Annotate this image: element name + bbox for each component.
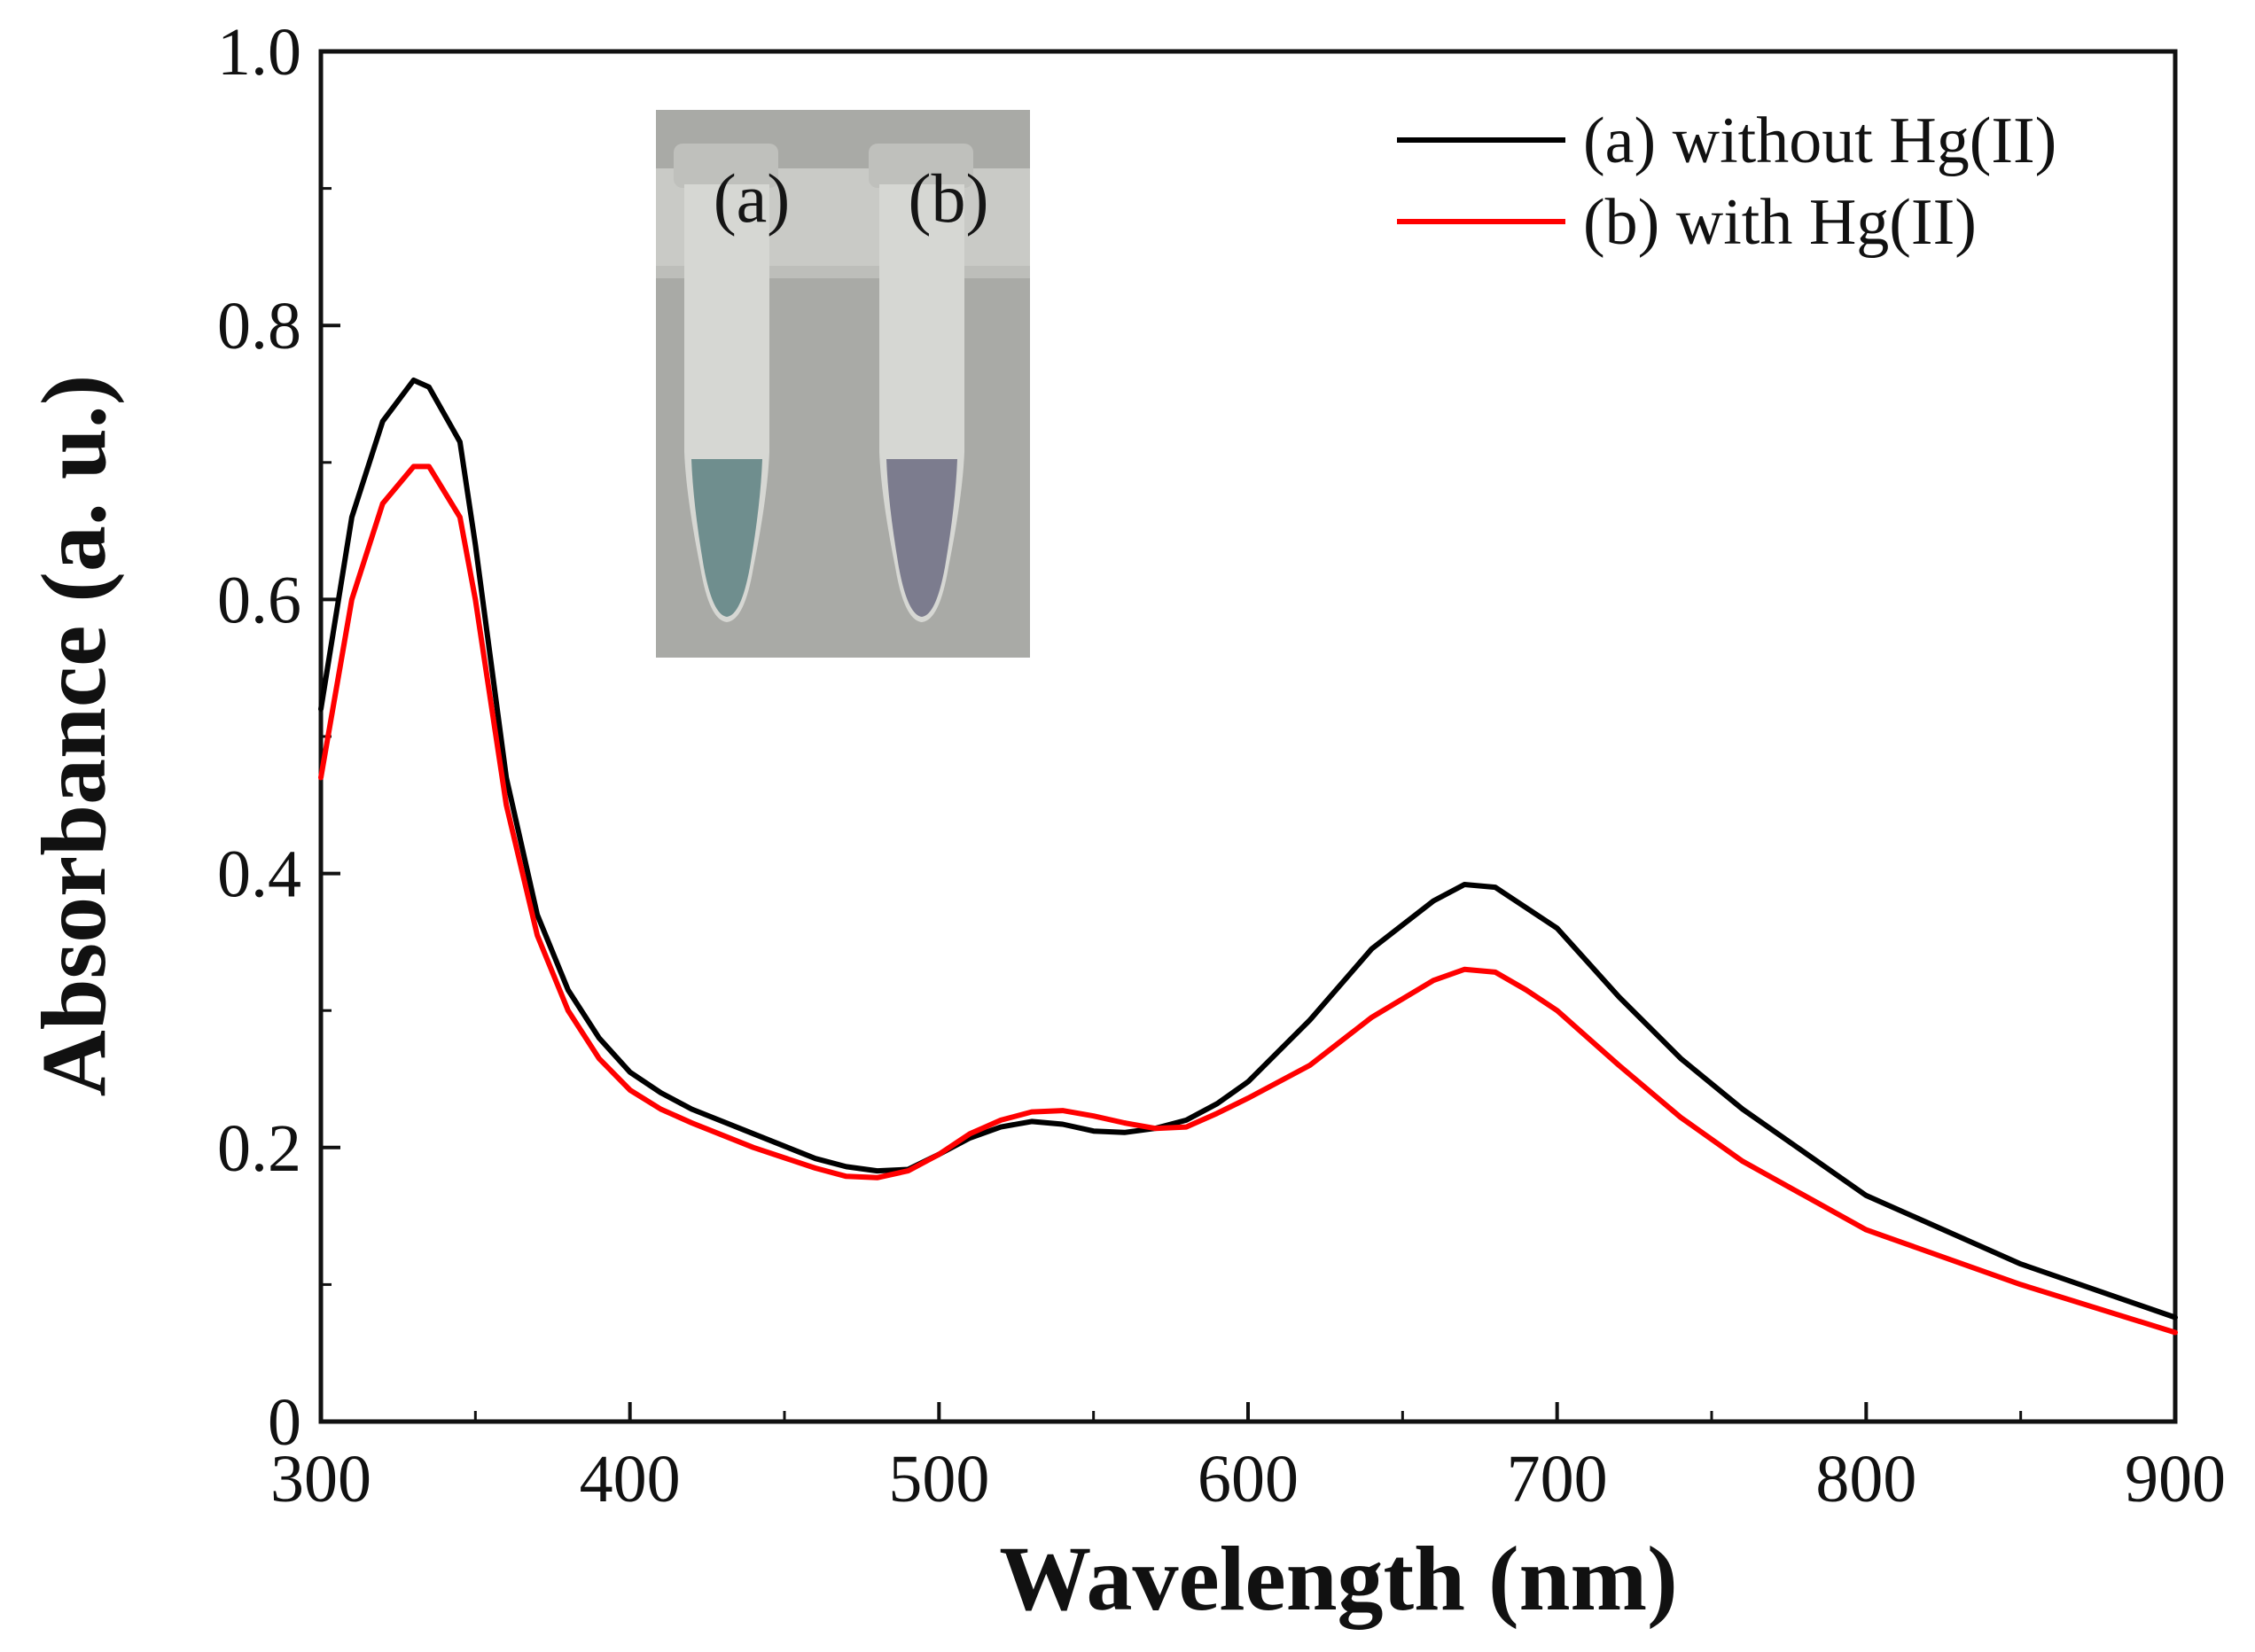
legend-label-with-hg: (b) with Hg(II) [1583,186,1977,259]
series-lines [318,378,2178,1336]
tube-a-liquid [691,459,762,617]
y-axis-title: Absorbance (a. u.) [23,375,125,1097]
y-tick-label: 0.2 [217,1111,301,1186]
x-axis-title: Wavelength (nm) [999,1528,1678,1630]
tube-a: (a) [674,144,790,622]
x-tick-label: 600 [1198,1442,1299,1516]
y-tick-label: 0.4 [217,838,301,912]
tube-b-liquid [886,459,957,617]
y-tick-label: 0 [268,1385,301,1460]
tube-b-label: (b) [909,160,989,237]
x-tick-label: 400 [580,1442,681,1516]
legend-label-without-hg: (a) without Hg(II) [1583,105,2056,177]
y-tick-label: 0.6 [217,563,301,637]
legend: (a) without Hg(II) (b) with Hg(II) [1397,105,2056,259]
y-tick-label: 0.8 [217,289,301,363]
series-line-without-hg [318,378,2178,1321]
axis-ticks [319,50,2177,1423]
series-line-with-hg [318,464,2178,1336]
tube-b: (b) [869,144,988,622]
axis-tick-labels: 300 400 500 600 700 800 900 0 0.2 0.4 0.6 0.8 1.0 [217,15,2226,1516]
inset-photo: (a) (b) [656,110,1030,658]
x-tick-label: 700 [1507,1442,1608,1516]
x-tick-label: 500 [888,1442,989,1516]
x-tick-label: 900 [2125,1442,2226,1516]
y-tick-label: 1.0 [217,15,301,90]
x-tick-label: 800 [1815,1442,1916,1516]
tube-a-label: (a) [714,160,791,237]
x-tick-label: 300 [270,1442,371,1516]
